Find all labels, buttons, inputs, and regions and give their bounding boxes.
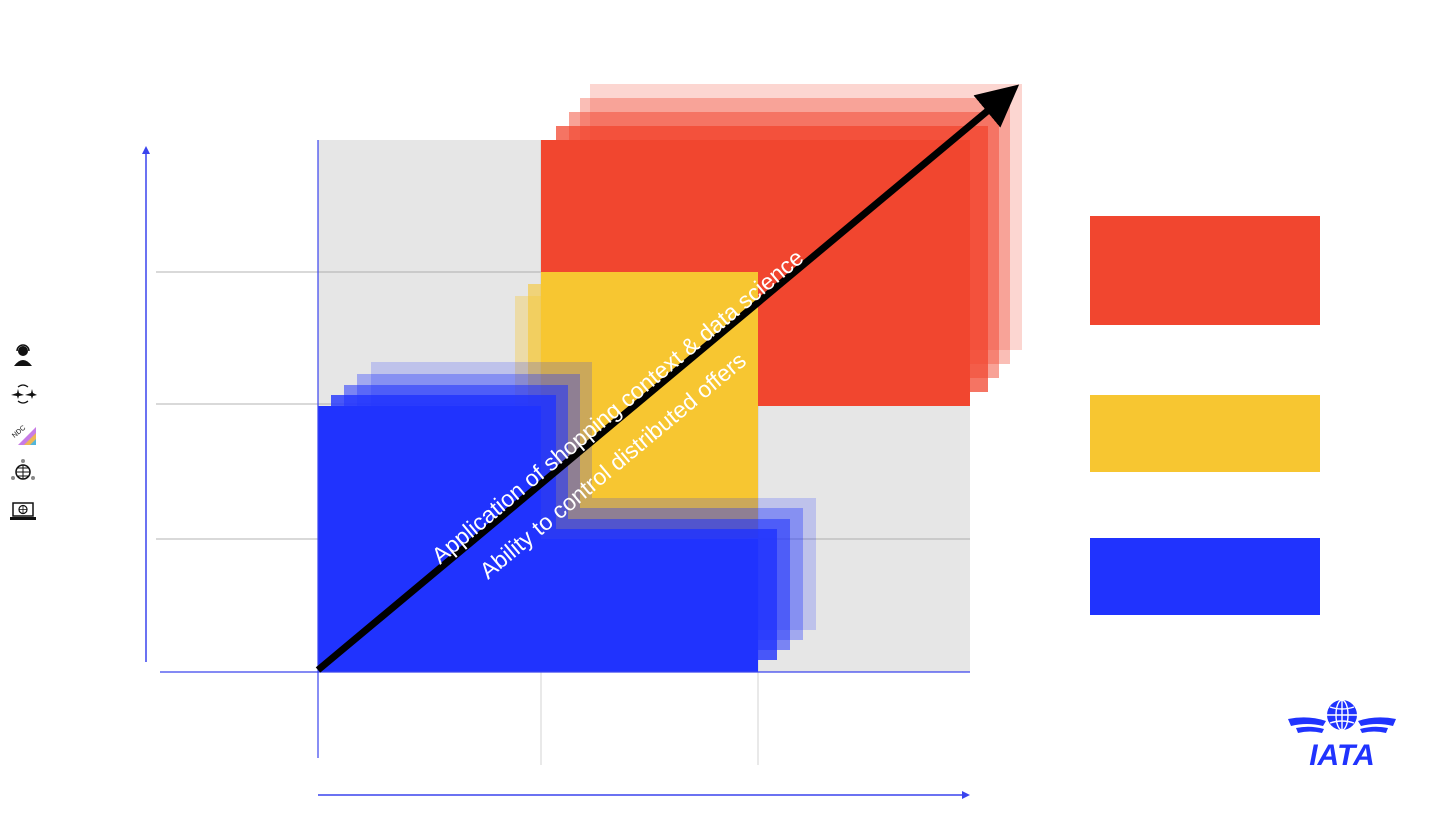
- red-region: [541, 84, 1022, 406]
- legend-red: [1090, 216, 1320, 325]
- laptop-globe-icon: [10, 502, 36, 520]
- ndc-icon: NDC: [11, 425, 36, 445]
- agent-headset-icon: [14, 344, 32, 366]
- legend-blue: [1090, 538, 1320, 615]
- legend-yellow: [1090, 395, 1320, 472]
- iata-globe-icon: [1288, 699, 1396, 733]
- network-globe-icon: [11, 459, 35, 480]
- yellow-main: [541, 272, 758, 538]
- red-main: [541, 140, 970, 406]
- iata-logo-text: IATA: [1309, 739, 1375, 768]
- airline-exchange-icon: [11, 384, 37, 404]
- axes: [142, 140, 970, 799]
- iata-logo: IATA: [1288, 699, 1396, 768]
- side-icon-list: NDC: [8, 340, 48, 535]
- svg-text:NDC: NDC: [11, 425, 27, 440]
- blue-main: [318, 406, 758, 672]
- diagonal-arrow: [315, 84, 1020, 673]
- blue-region: [318, 362, 816, 672]
